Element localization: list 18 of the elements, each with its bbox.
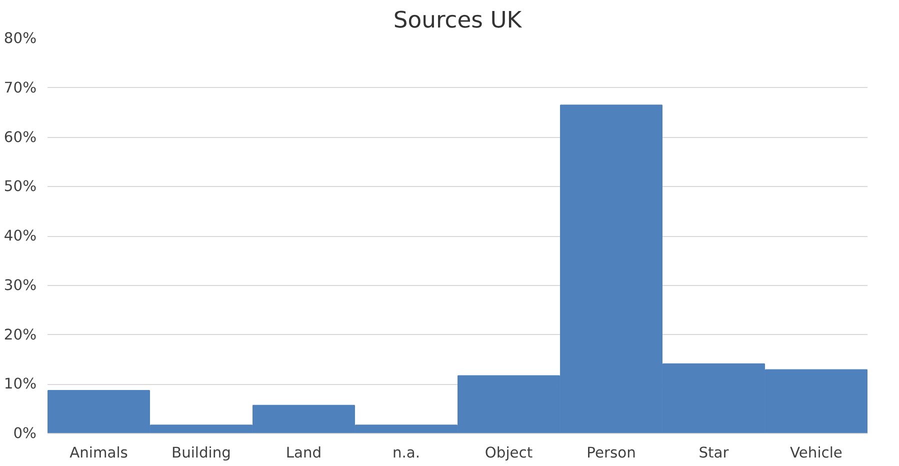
- x-tick-label: Building: [172, 444, 231, 462]
- x-tick-label: Object: [484, 444, 533, 462]
- x-tick-label: Land: [286, 444, 322, 462]
- x-tick-label: Star: [698, 444, 730, 462]
- y-tick-label: 60%: [4, 128, 37, 146]
- x-tick-label: Person: [586, 444, 636, 462]
- x-tick-label: Vehicle: [790, 444, 842, 462]
- y-tick-label: 30%: [4, 276, 37, 294]
- y-tick-label: 0%: [13, 425, 37, 442]
- y-tick-label: 40%: [4, 228, 37, 244]
- y-tick-label: 20%: [4, 326, 37, 344]
- y-tick-label: 50%: [4, 178, 37, 196]
- x-tick-label: n.a.: [392, 444, 420, 462]
- x-tick-label: Animals: [70, 444, 128, 462]
- y-tick-label: 70%: [4, 79, 37, 96]
- chart-title: Sources UK: [393, 8, 523, 34]
- y-tick-label: 10%: [4, 376, 37, 393]
- y-tick-label: 80%: [4, 30, 37, 47]
